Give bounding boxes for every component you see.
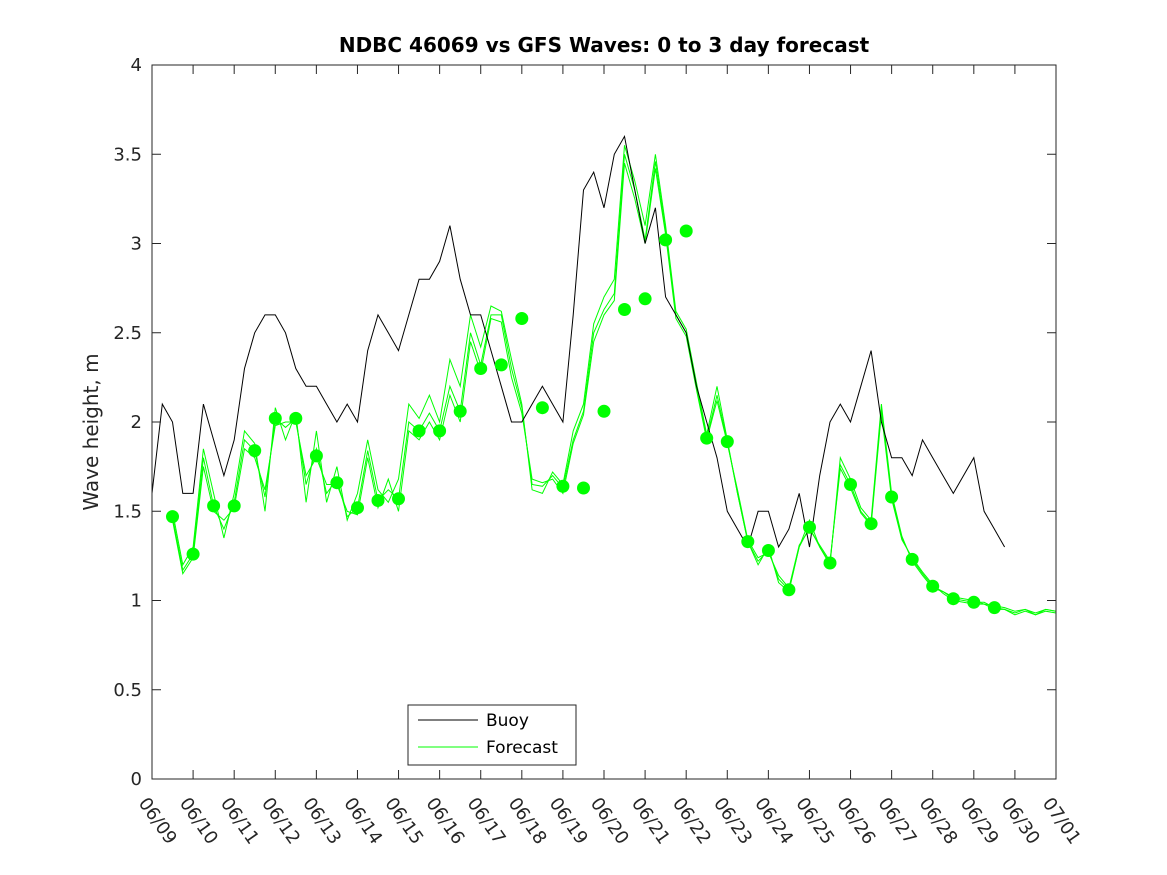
forecast-marker [351, 501, 364, 515]
forecast-marker [885, 490, 899, 504]
forecast-marker [700, 431, 714, 445]
forecast-marker [597, 404, 611, 418]
forecast-marker [618, 303, 631, 316]
forecast-marker [782, 583, 796, 597]
y-tick-label: 0 [131, 769, 142, 790]
forecast-marker [309, 449, 323, 463]
forecast-marker [412, 424, 426, 438]
forecast-marker [248, 444, 262, 458]
forecast-marker [515, 312, 529, 325]
legend-forecast-label: Forecast [486, 738, 558, 758]
forecast-marker [289, 411, 303, 425]
forecast-marker [433, 424, 447, 438]
forecast-marker [268, 411, 282, 425]
buoy-line-group [151, 134, 1006, 549]
y-tick-label: 1 [131, 591, 142, 612]
forecast-markers [166, 224, 1001, 615]
y-axis-label: Wave height, m [79, 353, 103, 510]
forecast-line [172, 163, 1057, 616]
forecast-marker [535, 401, 549, 415]
forecast-marker [720, 435, 734, 449]
y-tick-label: 4 [131, 55, 142, 76]
forecast-marker [823, 556, 837, 570]
forecast-marker [679, 224, 693, 238]
forecast-marker [227, 499, 241, 513]
forecast-marker [186, 547, 200, 561]
forecast-marker [494, 358, 508, 372]
chart-title: NDBC 46069 vs GFS Waves: 0 to 3 day fore… [339, 33, 870, 57]
y-tick-label: 0.5 [113, 680, 142, 701]
buoy-line [151, 134, 1006, 549]
forecast-marker [967, 595, 981, 609]
y-tick-label: 2.5 [113, 323, 142, 344]
forecast-marker [556, 479, 570, 493]
forecast-marker [330, 476, 344, 490]
forecast-marker [166, 510, 179, 524]
forecast-marker [761, 544, 775, 557]
forecast-marker [905, 552, 919, 566]
forecast-marker [864, 517, 878, 531]
legend: Buoy Forecast [407, 704, 577, 766]
forecast-marker [946, 592, 960, 606]
legend-box [407, 704, 577, 766]
forecast-marker [659, 233, 673, 247]
forecast-marker [987, 601, 1001, 615]
y-tick-label: 3 [131, 234, 142, 255]
forecast-marker [577, 481, 590, 495]
forecast-marker [453, 404, 467, 418]
forecast-marker [207, 499, 221, 513]
forecast-marker [926, 579, 940, 593]
y-tick-label: 2 [131, 412, 142, 433]
y-axis: 0 0.5 1 1.5 2 2.5 3 3.5 4 [113, 55, 1056, 790]
forecast-marker [741, 535, 755, 549]
forecast-marker [474, 362, 488, 375]
y-tick-label: 1.5 [113, 501, 142, 522]
forecast-marker [392, 492, 405, 506]
forecast-marker [371, 494, 385, 507]
forecast-marker [844, 478, 857, 491]
legend-buoy-label: Buoy [486, 711, 529, 731]
y-tick-label: 3.5 [113, 144, 142, 165]
forecast-marker [638, 292, 652, 306]
forecast-marker [803, 520, 816, 534]
